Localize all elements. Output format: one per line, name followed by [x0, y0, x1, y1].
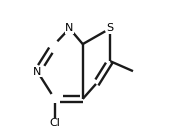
Text: N: N	[33, 67, 41, 77]
Text: S: S	[107, 23, 114, 33]
Text: N: N	[65, 23, 74, 33]
Text: Cl: Cl	[49, 118, 60, 128]
